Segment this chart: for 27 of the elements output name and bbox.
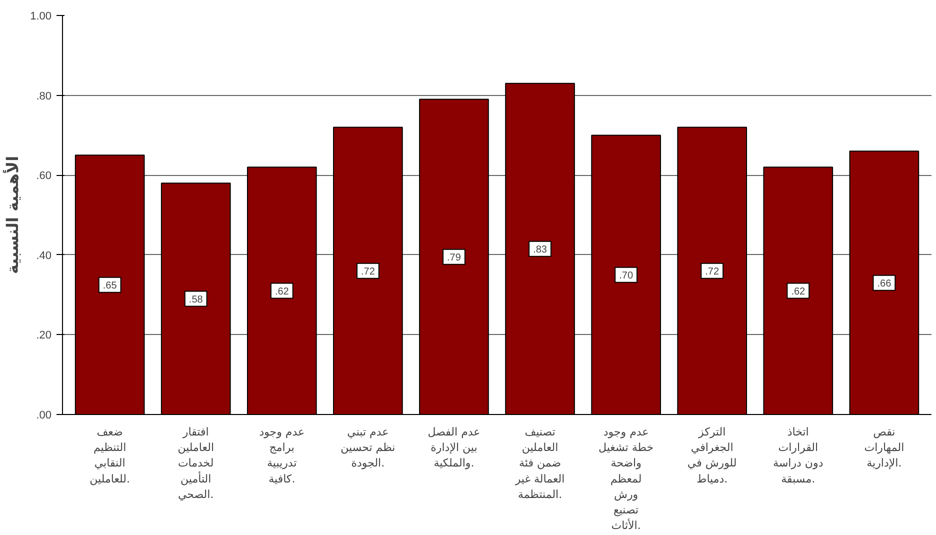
data-label: .83 xyxy=(533,244,548,256)
x-tick-label: عدم تبني نظم تحسين الجودة. xyxy=(340,426,396,470)
data-label: .65 xyxy=(102,280,118,292)
x-tick-label: عدم الفصل بين الإدارة والملكية. xyxy=(428,426,480,470)
data-label: .58 xyxy=(188,294,204,306)
data-label: .72 xyxy=(705,266,720,278)
x-tick-label: نقص المهارات الإدارية. xyxy=(864,426,904,470)
y-tick-label: .20 xyxy=(36,330,52,342)
x-tick-label: عدم وجود خطة تشغيل واضحة لمعظم ورش تصنيع الأثاث. xyxy=(598,426,654,532)
y-tick-label: 1.00 xyxy=(30,10,52,22)
data-label: .62 xyxy=(791,286,806,298)
y-tick-label: .00 xyxy=(36,410,52,422)
data-label: .79 xyxy=(447,252,462,264)
data-label: .62 xyxy=(274,286,290,298)
data-label: .66 xyxy=(877,278,892,290)
y-tick-label: .60 xyxy=(36,170,52,182)
x-tick-label: تصنيف العاملين ضمن فئة العمالة غير المنتظمة. xyxy=(514,426,565,501)
y-tick-label: .40 xyxy=(36,250,52,262)
x-tick-label: افتقار العاملين لخدمات التأمين الصحي. xyxy=(178,426,214,501)
x-tick-label: التركز الجغرافي للورش في دمياط. xyxy=(687,426,737,486)
data-label: .70 xyxy=(619,270,634,282)
x-tick-label: اتخاذ القرارات دون دراسة مسبقة. xyxy=(773,426,824,486)
x-tick-label: ضعف التنظيم النقابي للعاملين. xyxy=(90,426,130,486)
x-tick-label: عدم وجود برامج تدريبية كافية. xyxy=(259,426,305,486)
y-axis-title: الأهمية النسبية xyxy=(2,156,22,274)
data-label: .72 xyxy=(360,266,376,278)
y-tick-label: .80 xyxy=(36,90,52,102)
